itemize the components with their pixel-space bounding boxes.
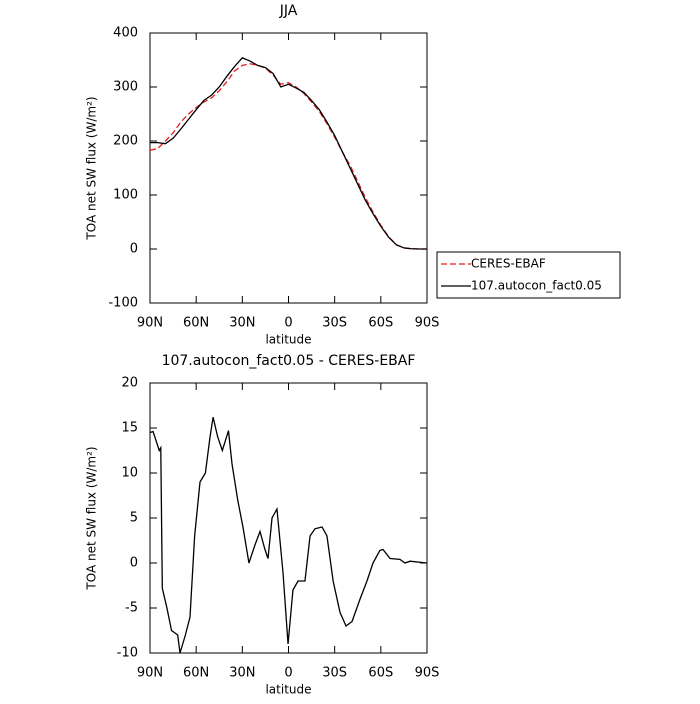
series-line	[149, 63, 427, 250]
y-tick-label: 200	[113, 134, 138, 149]
plot-frame	[149, 32, 428, 304]
x-tick-label: 90S	[415, 666, 440, 681]
plot-frame	[149, 382, 428, 654]
x-tick-label: 30N	[229, 666, 255, 681]
y-tick-label: 10	[121, 466, 138, 481]
x-tick-label: 30S	[322, 666, 347, 681]
y-tick-label: -100	[108, 296, 138, 311]
legend-label: 107.autocon_fact0.05	[471, 279, 602, 293]
y-tick-label: 0	[130, 242, 138, 257]
x-tick-label: 90N	[137, 666, 163, 681]
y-tick-label: 400	[113, 26, 138, 41]
x-tick-label: 60S	[368, 666, 393, 681]
y-tick-label: -10	[117, 646, 138, 661]
y-axis-label: TOA net SW flux (W/m²)	[85, 96, 99, 240]
legend-box	[436, 251, 621, 299]
y-axis-label: TOA net SW flux (W/m²)	[85, 446, 99, 590]
x-tick-label: 60N	[183, 666, 209, 681]
x-tick-label: 90S	[415, 316, 440, 331]
legend-label: CERES-EBAF	[471, 257, 546, 271]
chart-title: JJA	[279, 3, 298, 19]
series-line	[149, 417, 428, 654]
x-tick-label: 30S	[322, 316, 347, 331]
x-axis-label: latitude	[265, 333, 311, 347]
y-tick-label: 0	[130, 556, 138, 571]
x-tick-label: 30N	[229, 316, 255, 331]
x-axis-label: latitude	[265, 683, 311, 697]
y-tick-label: 5	[130, 511, 138, 526]
x-tick-label: 0	[284, 316, 292, 331]
y-tick-label: 300	[113, 80, 138, 95]
chart-title: 107.autocon_fact0.05 - CERES-EBAF	[162, 353, 416, 369]
x-tick-label: 60S	[368, 316, 393, 331]
x-tick-label: 60N	[183, 316, 209, 331]
x-tick-label: 0	[284, 666, 292, 681]
y-tick-label: 15	[121, 421, 138, 436]
y-tick-label: 100	[113, 188, 138, 203]
x-tick-label: 90N	[137, 316, 163, 331]
series-line	[150, 57, 427, 250]
y-tick-label: 20	[121, 376, 138, 391]
y-tick-label: -5	[125, 601, 138, 616]
